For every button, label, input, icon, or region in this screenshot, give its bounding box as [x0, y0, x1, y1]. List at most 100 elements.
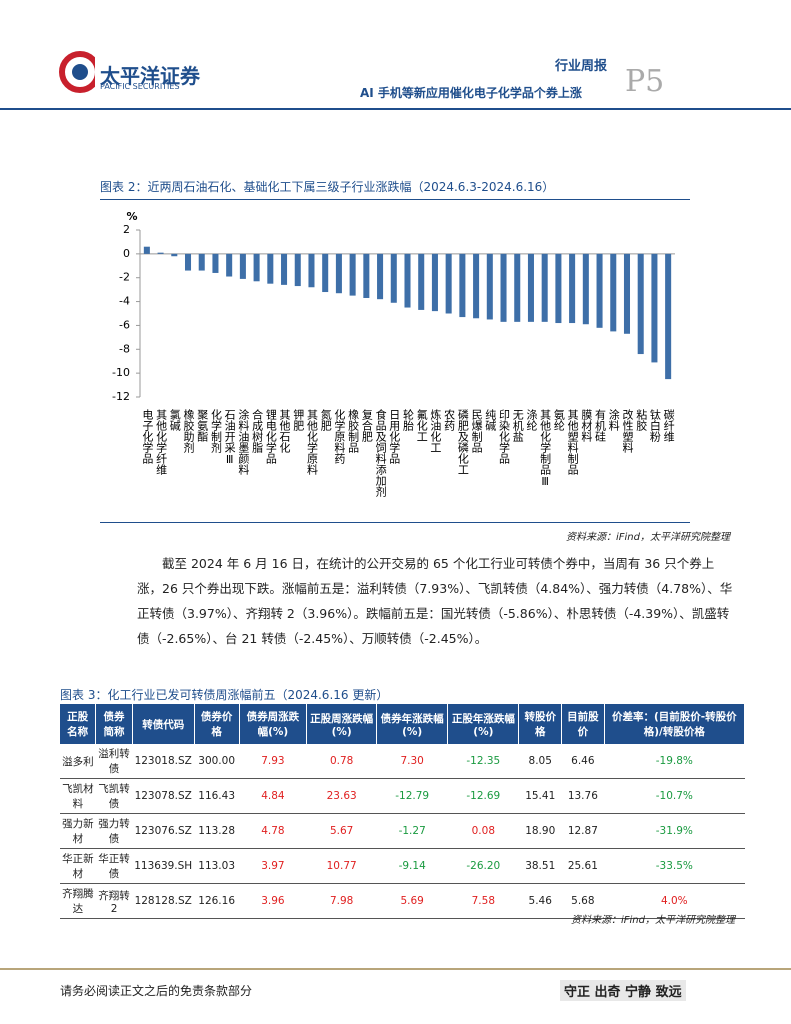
table-cell: 强力转债	[95, 813, 133, 849]
bar	[349, 253, 356, 296]
x-tick-label: 橡胶助剂	[182, 409, 195, 454]
table-cell: -26.20	[447, 848, 519, 884]
company-en: PACIFIC SECURITIES	[100, 82, 180, 91]
bar	[294, 253, 301, 287]
table-cell: 116.43	[194, 778, 240, 814]
header-cell: 债券周涨跌幅(%)	[239, 704, 308, 744]
bar	[569, 253, 576, 324]
table-cell: 华正转债	[95, 848, 133, 884]
x-tick-label: 电子化学品	[141, 409, 154, 464]
table-row: 齐翔腾达 齐翔转 2 128128.SZ 126.16 3.96 7.98 5.69 7.58…	[60, 883, 745, 919]
bar	[445, 253, 452, 314]
bar	[308, 253, 315, 288]
table-cell: 113.28	[194, 813, 240, 849]
company: 太平洋证券	[100, 64, 200, 88]
x-tick-label: 聚氨酯	[196, 409, 209, 442]
header-cell: 目前股价	[561, 704, 605, 744]
table-cell: 4.84	[239, 778, 307, 814]
x-tick-label: 粘胶	[635, 408, 648, 432]
x-tick-label: 锂电化学品	[264, 408, 277, 464]
x-tick-label: 化学原料药	[333, 408, 346, 465]
bar	[377, 253, 384, 300]
bar	[665, 253, 672, 380]
x-tick-label: 涂料	[607, 408, 620, 432]
bar	[239, 253, 246, 279]
bar	[637, 253, 644, 355]
x-tick-label: 有机硅	[594, 408, 607, 442]
table-cell: 23.63	[306, 778, 377, 814]
table-cell: 5.67	[306, 813, 377, 849]
table-cell: 飞凯转债	[95, 778, 133, 814]
bar	[418, 253, 425, 310]
report-type: 行业周报	[555, 59, 608, 74]
footer-rule	[0, 968, 791, 970]
table-cell: -1.27	[376, 813, 448, 849]
table-cell: -19.8%	[604, 744, 745, 779]
table-cell: 126.16	[194, 883, 240, 919]
table-cell: 113.03	[194, 848, 240, 884]
x-tick-label: 民爆制品	[470, 409, 483, 453]
bar	[226, 253, 233, 277]
table-cell: 5.69	[376, 883, 448, 919]
bar	[281, 253, 288, 285]
bar	[363, 253, 370, 298]
table-cell: 齐翔转 2	[95, 883, 133, 919]
chart: %2 0 -2 -4 -6 -8 -10 -12 电子化学品 其他化学纤维 氯碱 橡胶助剂 聚氨酯 化学制…	[112, 210, 675, 498]
table-cell: 25.61	[561, 848, 605, 884]
x-tick-label: 化学制剂	[209, 408, 222, 454]
logo	[59, 51, 95, 93]
x-tick-label: 其他塑料制品	[566, 409, 579, 475]
x-tick-label: 钾肥	[292, 408, 305, 431]
table-cell: 8.05	[518, 744, 562, 779]
x-tick-label: 氨纶	[552, 409, 565, 431]
header-cell: 正股年涨跌幅(%)	[447, 704, 520, 744]
table-cell: 7.58	[447, 883, 519, 919]
bar	[171, 253, 178, 257]
header-row: 正股名称 债券简称 转债代码 债券价格 债券周涨跌幅(%) 正股周涨跌幅(%) 债券年涨跌幅…	[60, 704, 746, 744]
table-cell: 华正新材	[60, 848, 96, 884]
bar	[596, 253, 603, 328]
bar	[212, 253, 219, 273]
bar	[267, 253, 274, 284]
x-tick-label: 纯碱	[484, 409, 497, 432]
table-caption: 图表 3：化工行业已发可转债周涨幅前五（2024.6.16 更新）	[60, 688, 389, 702]
bar	[184, 253, 192, 271]
header-rule	[0, 108, 791, 110]
table-cell: 4.0%	[604, 883, 745, 919]
table-cell: 4.78	[239, 813, 307, 849]
x-tick-label: 无机盐	[511, 409, 524, 442]
table-cell: 15.41	[518, 778, 562, 814]
table-cell: -9.14	[376, 848, 448, 884]
bar	[527, 253, 534, 322]
x-tick-label: 钛白粉	[648, 408, 661, 442]
header-cell: 转债代码	[132, 704, 195, 744]
x-tick-label: 食品及饲料添加剂	[374, 408, 387, 498]
y-tick-label: -6	[119, 318, 130, 331]
bar	[582, 253, 589, 325]
table-cell: 300.00	[194, 744, 240, 779]
x-tick-label: 其他化学纤维	[155, 409, 168, 475]
table-cell: 123076.SZ	[132, 813, 195, 849]
header-cell: 债券价格	[194, 704, 240, 744]
table-cell: 123018.SZ	[132, 744, 195, 779]
x-tick-label: 磷肥及磷化工	[456, 409, 469, 475]
table-cell: -12.69	[447, 778, 519, 814]
x-tick-label: 石油开采Ⅲ	[223, 409, 236, 466]
table-cell: 38.51	[518, 848, 562, 884]
y-tick-label: -4	[119, 295, 130, 308]
table-cell: 6.46	[561, 744, 605, 779]
x-tick-label: 膜材料	[580, 409, 593, 443]
header-cell: 正股名称	[60, 704, 97, 744]
x-tick-label: 合成树脂	[251, 408, 264, 454]
bar	[431, 253, 438, 312]
report-title: AI 手机等新应用催化电子化学品个券上涨	[360, 86, 582, 100]
bar	[390, 253, 397, 303]
x-tick-label: 氟化工	[415, 409, 428, 442]
x-tick-label: 印染化学品	[498, 409, 511, 464]
header-cell: 转股价格	[518, 704, 563, 744]
table-cell: 12.87	[561, 813, 605, 849]
disclaimer: 请务必阅读正文之后的免责条款部分	[60, 984, 253, 998]
bar	[322, 253, 329, 293]
y-tick-label: 0	[123, 247, 130, 260]
chart-source: 资料来源：iFind，太平洋研究院整理	[566, 532, 730, 543]
